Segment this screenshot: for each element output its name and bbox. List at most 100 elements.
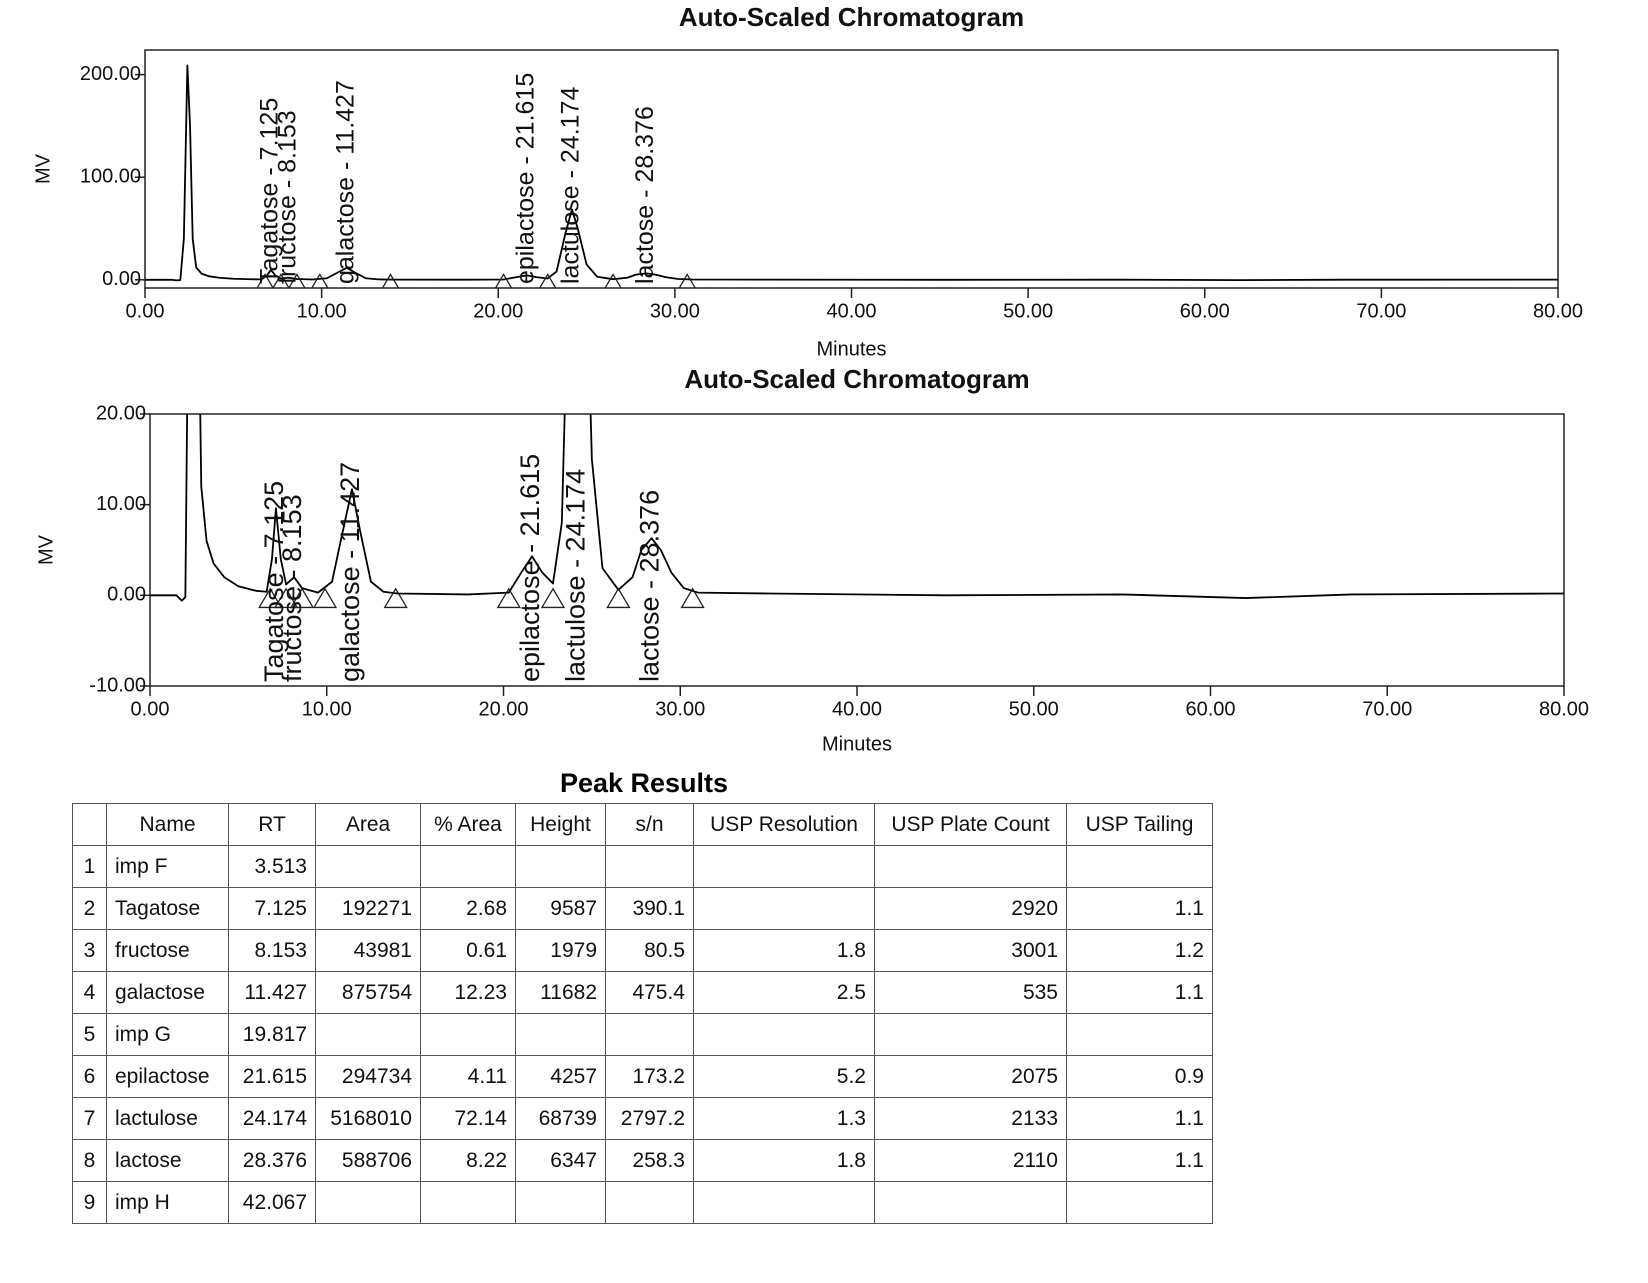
chart-title: Auto-Scaled Chromatogram	[679, 2, 1024, 32]
peak-label: fructose - 8.153	[277, 494, 307, 682]
table-cell: 2797.2	[605, 1097, 694, 1140]
peak-label: lactose - 28.376	[631, 106, 659, 284]
table-cell: fructose	[106, 929, 229, 972]
table-cell: 0.61	[420, 929, 516, 972]
table-cell: USP Resolution	[693, 803, 875, 846]
table-cell: 2075	[874, 1055, 1067, 1098]
x-tick-label: 0.00	[131, 698, 170, 720]
y-tick-label: 10.00	[96, 493, 146, 515]
table-cell: 1.3	[693, 1097, 875, 1140]
x-tick-label: 0.00	[126, 300, 165, 322]
table-cell: lactose	[106, 1139, 229, 1182]
y-tick-label: 20.00	[96, 402, 146, 424]
table-row: 6 epilactose 21.615 294734 4.11 4257 173.2 5.2 2…	[72, 1055, 1213, 1098]
table-cell: 1979	[515, 929, 606, 972]
table-cell: epilactose	[106, 1055, 229, 1098]
table-row: 3 fructose 8.153 43981 0.61 1979 80.5 1.8 3001 1.…	[72, 929, 1213, 972]
table-cell: 19.817	[228, 1013, 316, 1056]
table-cell: 9587	[515, 887, 606, 930]
table-cell: 7.125	[228, 887, 316, 930]
table-cell: 12.23	[420, 971, 516, 1014]
table-cell: 390.1	[605, 887, 694, 930]
peak-marker	[273, 587, 299, 609]
table-cell	[605, 845, 694, 888]
x-axis-label: Minutes	[816, 338, 886, 360]
peak-label: galactose - 11.427	[331, 80, 359, 284]
peak-label: lactulose - 24.174	[560, 469, 590, 682]
x-tick-label: 30.00	[655, 698, 705, 720]
x-tick-label: 70.00	[1356, 300, 1406, 322]
table-cell: 588706	[315, 1139, 421, 1182]
table-cell: 2	[72, 887, 107, 930]
peak-marker	[256, 273, 274, 288]
table-cell: USP Plate Count	[874, 803, 1067, 846]
table-cell: 4	[72, 971, 107, 1014]
table-cell	[515, 1013, 606, 1056]
table-cell: 294734	[315, 1055, 421, 1098]
table-cell	[874, 845, 1067, 888]
peak-marker	[538, 273, 557, 288]
peak-marker	[311, 273, 329, 288]
table-cell: 9	[72, 1181, 107, 1224]
table-cell: imp H	[106, 1181, 229, 1224]
table-cell: imp F	[106, 845, 229, 888]
table-cell: 5.2	[693, 1055, 875, 1098]
x-tick-label: 70.00	[1362, 698, 1412, 720]
table-row: 1 imp F 3.513	[72, 845, 1213, 888]
chart-title: Auto-Scaled Chromatogram	[684, 364, 1029, 394]
peak-label: fructose - 8.153	[274, 110, 302, 284]
table-cell	[605, 1181, 694, 1224]
table-cell: 2110	[874, 1139, 1067, 1182]
table-cell: 4.11	[420, 1055, 516, 1098]
table-cell: % Area	[420, 803, 516, 846]
x-tick-label: 50.00	[1009, 698, 1059, 720]
table-cell: galactose	[106, 971, 229, 1014]
x-axis-label: Minutes	[822, 733, 892, 755]
table-cell: 42.067	[228, 1181, 316, 1224]
x-tick-label: 20.00	[473, 300, 523, 322]
table-cell: 8.153	[228, 929, 316, 972]
x-tick-label: 60.00	[1185, 698, 1235, 720]
peak-marker	[383, 587, 408, 609]
table-cell: 43981	[315, 929, 421, 972]
table-cell: 258.3	[605, 1139, 694, 1182]
table-cell	[693, 1181, 875, 1224]
y-tick-label: 200.00	[80, 63, 141, 85]
table-cell: 1.1	[1066, 971, 1213, 1014]
table-cell: lactulose	[106, 1097, 229, 1140]
table-cell: 72.14	[420, 1097, 516, 1140]
table-cell: 0.9	[1066, 1055, 1213, 1098]
y-tick-label: 0.00	[102, 268, 141, 290]
table-cell	[315, 845, 421, 888]
peak-marker	[288, 273, 306, 288]
table-cell: imp G	[106, 1013, 229, 1056]
y-tick-label: 0.00	[107, 584, 146, 606]
table-cell: s/n	[605, 803, 694, 846]
table-cell: 6347	[515, 1139, 606, 1182]
table-row: 8 lactose 28.376 588706 8.22 6347 258.3 1.8 2110…	[72, 1139, 1213, 1182]
table-cell: 4257	[515, 1055, 606, 1098]
peak-label: Tagatose - 7.125	[259, 481, 289, 682]
table-cell: 2920	[874, 887, 1067, 930]
chromatograms: Auto-Scaled Chromatogram Minutes MV 0.00 10.…	[32, 2, 1589, 755]
table-cell: Area	[315, 803, 421, 846]
table-cell	[72, 803, 107, 846]
table-cell: 2.68	[420, 887, 516, 930]
peak-label: epilactose - 21.615	[511, 73, 539, 284]
table-cell	[693, 845, 875, 888]
table-cell: 1.1	[1066, 1139, 1213, 1182]
table-cell: 1.8	[693, 929, 875, 972]
peak-marker	[312, 587, 338, 609]
table-cell: Tagatose	[106, 887, 229, 930]
x-tick-label: 80.00	[1539, 698, 1589, 720]
peak-results-table: Name RT Area% Area Height s/n USP Resolution U…	[72, 803, 1213, 1224]
table-cell	[693, 1013, 875, 1056]
table-cell: 68739	[515, 1097, 606, 1140]
x-tick-label: 40.00	[832, 698, 882, 720]
table-cell: 1.1	[1066, 887, 1213, 930]
table-cell: 11.427	[228, 971, 316, 1014]
table-row: 9 imp H 42.067	[72, 1181, 1213, 1224]
peak-marker	[540, 587, 566, 609]
